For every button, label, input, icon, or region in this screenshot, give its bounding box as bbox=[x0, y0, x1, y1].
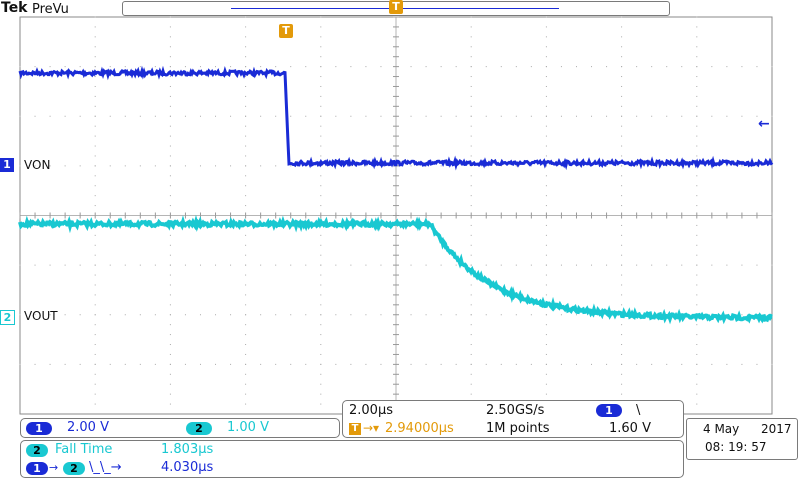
ch1-badge: 1 bbox=[26, 422, 52, 435]
ch1-label: VON bbox=[24, 158, 51, 172]
trigger-position-icon[interactable]: T bbox=[279, 24, 293, 38]
datetime-readout: 4 May 2017 08: 19: 57 bbox=[686, 418, 798, 460]
brand-logo: Tek bbox=[1, 0, 28, 16]
meas2-arrow-icon: → bbox=[49, 461, 59, 474]
trigger-offset-arrow: →▾ bbox=[363, 421, 380, 435]
ch2-label: VOUT bbox=[24, 309, 58, 323]
ch1-waveform bbox=[18, 65, 774, 171]
year-label: 2017 bbox=[761, 422, 792, 436]
measurement-readout[interactable]: 2 Fall Time 1.803µs 1 → 2 \_\_→ 4.030µs bbox=[20, 440, 684, 478]
graticule-grid bbox=[19, 16, 773, 414]
ch2-scale: 1.00 V bbox=[227, 420, 269, 435]
ch1-marker[interactable]: 1 bbox=[0, 158, 14, 172]
vertical-readout[interactable]: 1 2.00 V 2 1.00 V bbox=[20, 418, 340, 438]
horizontal-readout[interactable]: 2.00µs 2.50GS/s 1 \ T →▾ 2.94000µs 1M po… bbox=[342, 400, 684, 438]
meas2-value: 4.030µs bbox=[161, 460, 214, 475]
meas2-from-badge: 1 bbox=[26, 462, 48, 475]
time-label: 08: 19: 57 bbox=[705, 440, 767, 454]
date-label: 4 May bbox=[703, 422, 740, 436]
ch1-scale: 2.00 V bbox=[67, 420, 109, 435]
trigger-level: 1.60 V bbox=[609, 421, 651, 436]
meas2-edges-icon: \_\_→ bbox=[89, 460, 122, 475]
waveforms bbox=[18, 65, 774, 325]
meas1-name: Fall Time bbox=[55, 442, 113, 457]
meas1-value: 1.803µs bbox=[161, 442, 214, 457]
trigger-slope-icon: \ bbox=[636, 403, 641, 418]
trigger-position: 2.94000µs bbox=[385, 421, 454, 436]
time-per-div: 2.00µs bbox=[349, 403, 393, 418]
trigger-offset-icon: T bbox=[349, 423, 361, 435]
ch2-badge: 2 bbox=[186, 422, 212, 435]
sample-rate: 2.50GS/s bbox=[486, 403, 545, 418]
meas1-source-badge: 2 bbox=[26, 444, 48, 457]
record-length: 1M points bbox=[486, 421, 550, 436]
ch2-waveform bbox=[18, 214, 773, 325]
ch2-marker[interactable]: 2 bbox=[0, 310, 15, 325]
trigger-level-icon[interactable]: ← bbox=[758, 116, 770, 132]
record-trigger-icon: T bbox=[389, 0, 403, 14]
prevu-label: PreVu bbox=[32, 2, 69, 17]
trigger-source-badge: 1 bbox=[596, 404, 622, 417]
meas2-to-badge: 2 bbox=[63, 462, 85, 475]
